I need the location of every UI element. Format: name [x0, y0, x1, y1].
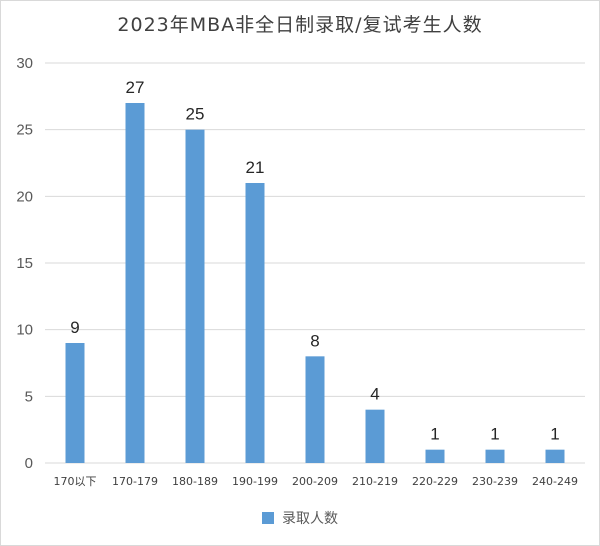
bar-210-219	[365, 409, 385, 463]
bar-230-239	[485, 449, 505, 463]
bar-170以下	[65, 343, 85, 463]
x-tick-label: 230-239	[472, 475, 518, 488]
bar-180-189	[185, 129, 205, 463]
bar-200-209	[305, 356, 325, 463]
data-label: 1	[550, 425, 559, 444]
data-labels: 9 27 25 21 8 4 1 1 1	[70, 78, 559, 444]
data-label: 4	[370, 385, 379, 404]
y-tick-label: 15	[16, 255, 33, 272]
data-label: 21	[246, 158, 265, 177]
y-tick-label: 0	[25, 455, 33, 472]
x-tick-label: 200-209	[292, 475, 338, 488]
x-axis: 170以下 170-179 180-189 190-199 200-209 210-219…	[54, 475, 578, 488]
data-label: 1	[430, 425, 439, 444]
x-tick-label: 170-179	[112, 475, 158, 488]
legend-label: 录取人数	[282, 511, 338, 527]
x-tick-label: 220-229	[412, 475, 458, 488]
x-tick-label: 170以下	[54, 475, 97, 488]
chart-title: 2023年MBA非全日制录取/复试考生人数	[117, 14, 483, 36]
y-tick-label: 30	[16, 55, 33, 72]
bars	[65, 103, 565, 463]
legend-swatch	[262, 512, 274, 524]
bar-190-199	[245, 183, 265, 463]
data-label: 9	[70, 318, 79, 337]
data-label: 8	[310, 331, 319, 350]
bar-170-179	[125, 103, 145, 463]
bar-240-249	[545, 449, 565, 463]
x-tick-label: 190-199	[232, 475, 278, 488]
y-tick-label: 5	[25, 388, 33, 405]
y-tick-label: 25	[16, 122, 33, 139]
y-axis: 0 5 10 15 20 25 30	[16, 55, 33, 472]
x-tick-label: 240-249	[532, 475, 578, 488]
x-tick-label: 210-219	[352, 475, 398, 488]
data-label: 1	[490, 425, 499, 444]
y-tick-label: 20	[16, 188, 33, 205]
x-tick-label: 180-189	[172, 475, 218, 488]
y-tick-label: 10	[16, 322, 33, 339]
legend: 录取人数	[0, 508, 600, 528]
data-label: 25	[186, 105, 205, 124]
bar-220-229	[425, 449, 445, 463]
data-label: 27	[126, 78, 145, 97]
